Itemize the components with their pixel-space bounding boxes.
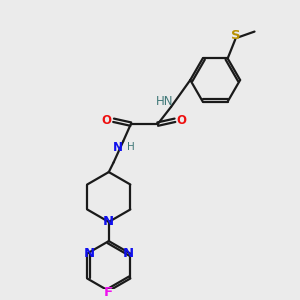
Text: N: N: [123, 247, 134, 260]
Text: F: F: [104, 286, 113, 299]
Text: N: N: [103, 215, 114, 228]
Text: N: N: [83, 247, 95, 260]
Text: H: H: [127, 142, 135, 152]
Text: HN: HN: [156, 94, 173, 108]
Text: S: S: [230, 29, 240, 42]
Text: O: O: [102, 114, 112, 127]
Text: N: N: [113, 141, 123, 154]
Text: O: O: [177, 114, 187, 127]
